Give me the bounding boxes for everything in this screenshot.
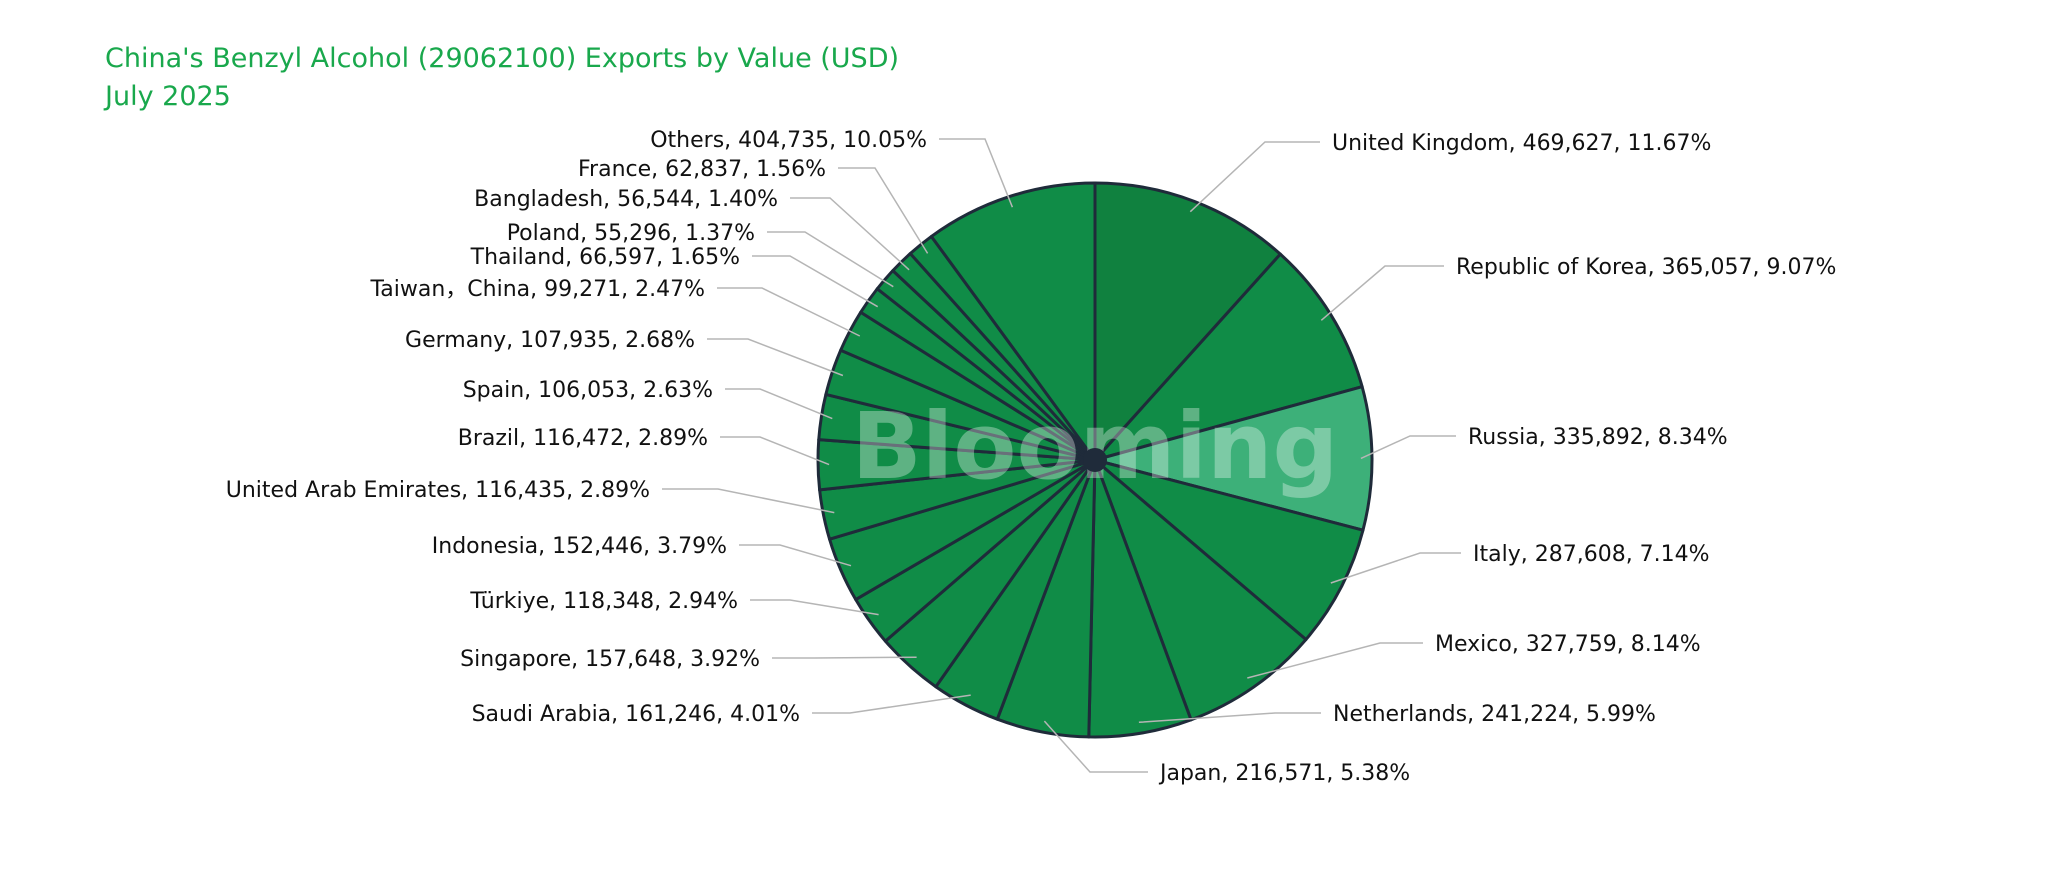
slice-label-indonesia: Indonesia, 152,446, 3.79% bbox=[432, 534, 727, 559]
slice-label-france: France, 62,837, 1.56% bbox=[578, 157, 826, 182]
leader-line-bangladesh bbox=[790, 197, 910, 271]
pie-slice-united-kingdom bbox=[1093, 181, 1282, 462]
leader-line-japan bbox=[1043, 720, 1148, 773]
leader-line-france bbox=[838, 167, 929, 254]
slice-label-saudi-arabia: Saudi Arabia, 161,246, 4.01% bbox=[472, 702, 800, 727]
leader-line-poland bbox=[767, 231, 894, 288]
leader-line-united-kingdom bbox=[1189, 141, 1320, 213]
leader-line-mexico bbox=[1247, 642, 1423, 679]
slice-label-poland: Poland, 55,296, 1.37% bbox=[507, 221, 755, 246]
leader-lines bbox=[662, 138, 1461, 773]
slice-label-taiwan-china: Taiwan，China, 99,271, 2.47% bbox=[370, 277, 706, 302]
slice-label-singapore: Singapore, 157,648, 3.92% bbox=[460, 647, 760, 672]
leader-line-italy bbox=[1330, 552, 1461, 584]
slice-label-mexico: Mexico, 327,759, 8.14% bbox=[1435, 632, 1701, 657]
leader-line-saudi-arabia bbox=[812, 694, 971, 714]
pie-slice-mexico bbox=[1093, 458, 1308, 722]
slice-label-netherlands: Netherlands, 241,224, 5.99% bbox=[1333, 702, 1656, 727]
leader-line-thailand bbox=[752, 255, 879, 308]
leader-line-taiwan-china bbox=[717, 287, 861, 337]
leader-line-netherlands bbox=[1138, 712, 1321, 724]
leader-line-united-arab-emirates bbox=[662, 488, 835, 514]
slice-label-germany: Germany, 107,935, 2.68% bbox=[405, 328, 695, 353]
slice-label-japan: Japan, 216,571, 5.38% bbox=[1158, 761, 1410, 786]
pie-slice-italy bbox=[1093, 458, 1365, 642]
slice-label-spain: Spain, 106,053, 2.63% bbox=[463, 378, 713, 403]
slice-label-t-rkiye: Türkiye, 118,348, 2.94% bbox=[469, 589, 738, 614]
leader-line-others bbox=[939, 138, 1014, 208]
leader-line-t-rkiye bbox=[750, 599, 879, 616]
watermark: Blooming bbox=[852, 393, 1339, 500]
leader-line-germany bbox=[707, 338, 844, 377]
chart-title-line: China's Benzyl Alcohol (29062100) Export… bbox=[105, 43, 900, 74]
leader-line-singapore bbox=[772, 656, 917, 659]
pie-center-hub bbox=[1083, 448, 1107, 472]
slice-label-italy: Italy, 287,608, 7.14% bbox=[1473, 542, 1710, 567]
slice-labels: United Kingdom, 469,627, 11.67% Republic … bbox=[226, 128, 1837, 786]
slice-label-republic-of-korea: Republic of Korea, 365,057, 9.07% bbox=[1456, 255, 1836, 280]
pie-slice-republic-of-korea bbox=[1093, 252, 1364, 462]
pie-slice-russia bbox=[1093, 385, 1374, 532]
slice-label-russia: Russia, 335,892, 8.34% bbox=[1468, 425, 1728, 450]
pie-slices bbox=[816, 181, 1374, 739]
leader-line-spain bbox=[725, 388, 833, 420]
chart-title: China's Benzyl Alcohol (29062100) Export… bbox=[105, 40, 899, 116]
leader-line-republic-of-korea bbox=[1320, 265, 1444, 321]
slice-label-united-arab-emirates: United Arab Emirates, 116,435, 2.89% bbox=[226, 478, 650, 503]
slice-label-others: Others, 404,735, 10.05% bbox=[650, 128, 927, 153]
slice-label-bangladesh: Bangladesh, 56,544, 1.40% bbox=[474, 187, 778, 212]
leader-line-russia bbox=[1360, 435, 1456, 460]
leader-line-indonesia bbox=[739, 544, 852, 567]
chart-subtitle: July 2025 bbox=[105, 81, 231, 112]
slice-label-thailand: Thailand, 66,597, 1.65% bbox=[470, 245, 740, 270]
slice-label-united-kingdom: United Kingdom, 469,627, 11.67% bbox=[1332, 131, 1711, 156]
slice-label-brazil: Brazil, 116,472, 2.89% bbox=[458, 426, 708, 451]
leader-line-brazil bbox=[720, 436, 830, 466]
